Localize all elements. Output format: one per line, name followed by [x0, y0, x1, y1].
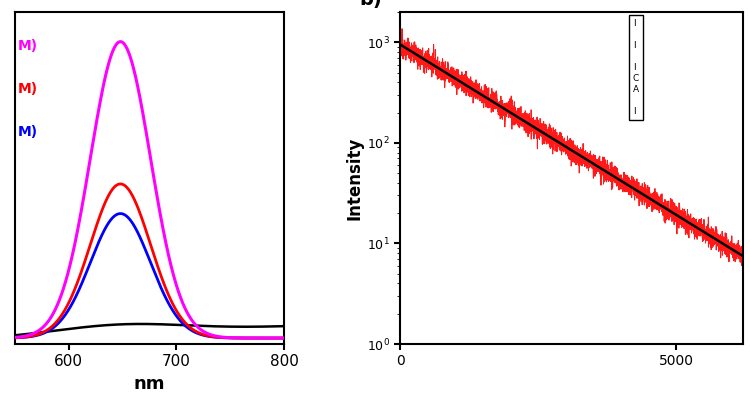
Text: I
 
I
 
I
C
A
 
I: I I I C A I	[633, 19, 639, 116]
X-axis label: nm: nm	[134, 375, 165, 393]
Text: b): b)	[359, 0, 382, 9]
Y-axis label: Intensity: Intensity	[346, 136, 364, 220]
Text: M): M)	[18, 125, 38, 139]
Text: M): M)	[18, 38, 38, 52]
Text: M): M)	[18, 82, 38, 96]
